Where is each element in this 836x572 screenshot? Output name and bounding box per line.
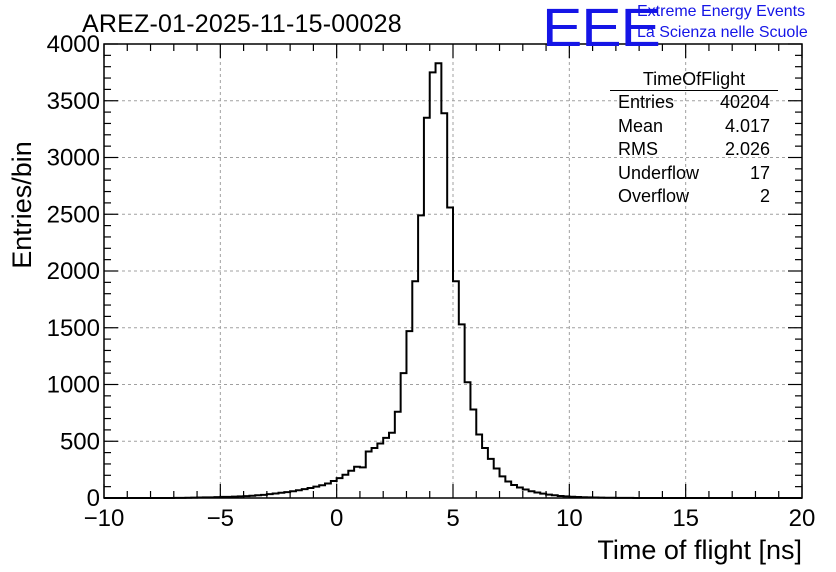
- stats-row-entries: Entries 40204: [610, 91, 778, 115]
- chart-title: AREZ-01-2025-11-15-00028: [82, 10, 402, 38]
- y-tick-label: 2000: [47, 258, 100, 285]
- stats-label: Entries: [618, 92, 675, 112]
- y-tick-label: 2500: [47, 201, 100, 228]
- y-tick-label: 500: [60, 428, 100, 455]
- y-tick-label: 3500: [47, 88, 100, 115]
- x-tick-label: −5: [207, 505, 234, 532]
- x-tick-label: 10: [556, 505, 583, 532]
- stats-value: 17: [749, 162, 770, 183]
- stats-value: 40204: [719, 92, 770, 112]
- axis-ticks: [103, 43, 803, 499]
- x-tick-label: −10: [84, 505, 125, 532]
- stats-label: RMS: [618, 139, 658, 159]
- stats-row-underflow: Underflow 17: [610, 162, 778, 186]
- y-tick-label: 0: [87, 485, 100, 512]
- stats-value: 2.026: [724, 139, 770, 159]
- stats-value: 2: [759, 186, 770, 206]
- stats-title: TimeOfFlight: [610, 68, 778, 91]
- x-tick-label: 15: [672, 505, 699, 532]
- y-tick-label: 1000: [47, 372, 100, 399]
- y-tick-label: 3000: [47, 145, 100, 172]
- stats-label: Overflow: [618, 186, 690, 206]
- logo-line-1: Extreme Energy Events: [637, 3, 806, 20]
- x-tick-label: 0: [330, 505, 343, 532]
- y-axis-label: Entries/bin: [7, 141, 37, 269]
- stats-row-overflow: Overflow 2: [610, 185, 778, 209]
- y-tick-label: 1500: [47, 315, 100, 342]
- eee-logo: EEE: [542, 0, 661, 58]
- y-tick-label: 4000: [47, 31, 100, 58]
- stats-row-mean: Mean 4.017: [610, 115, 778, 139]
- stats-box: TimeOfFlight Entries 40204 Mean 4.017 RM…: [610, 68, 778, 209]
- stats-label: Underflow: [618, 162, 700, 183]
- stats-value: 4.017: [724, 115, 770, 136]
- stats-row-rms: RMS 2.026: [610, 138, 778, 162]
- x-tick-label: 5: [446, 505, 459, 532]
- x-axis-label: Time of flight [ns]: [597, 535, 802, 565]
- logo-line-2: La Scienza nelle Scuole: [637, 24, 808, 41]
- stats-label: Mean: [618, 115, 664, 136]
- x-tick-label: 20: [789, 505, 816, 532]
- tick-labels: −10 −5 0 5 10 15 20 0 500 1000 1500 2000 2500 3000 350…: [47, 31, 816, 532]
